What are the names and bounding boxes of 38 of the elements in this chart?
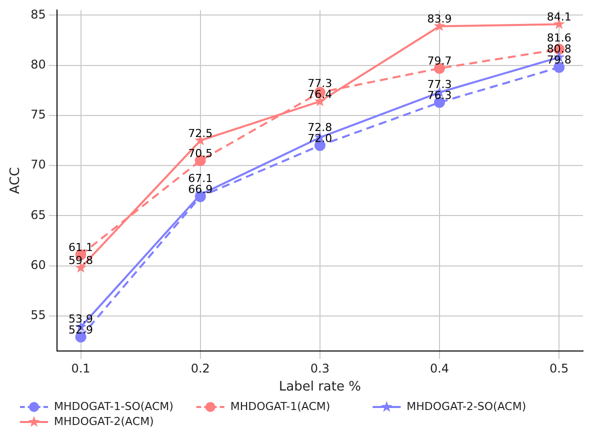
y-tick-label: 55 xyxy=(30,308,46,322)
data-label: 81.6 xyxy=(546,32,572,45)
x-tick-label: 0.3 xyxy=(310,361,330,376)
data-label: 79.8 xyxy=(546,54,572,67)
data-label: 70.5 xyxy=(188,146,213,160)
data-label: 52.9 xyxy=(68,323,94,336)
data-label: 76.4 xyxy=(308,88,332,101)
y-tick-label: 85 xyxy=(30,7,46,22)
data-label: 67.1 xyxy=(188,172,213,185)
data-label: 53.9 xyxy=(68,312,94,326)
legend-label: MHDOGAT-1(ACM) xyxy=(230,400,330,413)
data-label: 72.8 xyxy=(308,120,332,134)
legend-label: MHDOGAT-2-SO(ACM) xyxy=(406,400,526,413)
x-tick-label: 0.1 xyxy=(71,361,90,376)
data-label: 77.3 xyxy=(308,76,332,90)
data-label: 84.1 xyxy=(546,10,572,24)
data-label: 59.8 xyxy=(68,254,94,268)
data-label: 79.7 xyxy=(427,54,452,68)
data-label: 80.8 xyxy=(546,42,572,56)
data-label: 72.5 xyxy=(188,126,213,140)
y-tick-label: 80 xyxy=(30,57,46,72)
data-label: 76.3 xyxy=(427,88,452,102)
data-label: 72.0 xyxy=(308,132,332,145)
y-tick-label: 70 xyxy=(30,158,46,172)
data-label: 77.3 xyxy=(427,78,452,91)
legend-label: MHDOGAT-1-SO(ACM) xyxy=(54,400,174,413)
x-axis-title: Label rate % xyxy=(278,380,361,395)
y-axis-title: ACC xyxy=(8,167,24,194)
y-tick-label: 60 xyxy=(30,258,46,272)
legend-label: MHDOGAT-2(ACM) xyxy=(54,414,154,428)
x-tick-label: 0.4 xyxy=(430,361,450,376)
y-tick-label: 75 xyxy=(30,108,46,122)
x-tick-label: 0.5 xyxy=(550,361,569,376)
data-label: 61.1 xyxy=(68,241,94,254)
y-tick-label: 65 xyxy=(30,208,46,222)
x-tick-label: 0.2 xyxy=(190,361,210,376)
data-label: 66.9 xyxy=(188,182,213,196)
data-label: 83.9 xyxy=(427,12,452,26)
